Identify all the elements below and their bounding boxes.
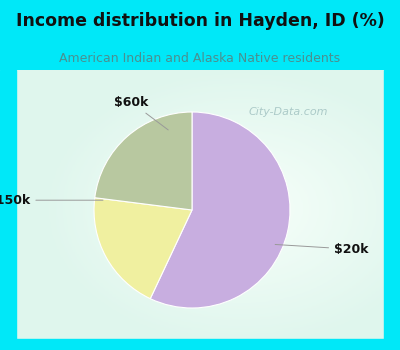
Wedge shape [150, 112, 290, 308]
Text: American Indian and Alaska Native residents: American Indian and Alaska Native reside… [60, 52, 340, 65]
Text: $20k: $20k [275, 243, 368, 256]
Wedge shape [95, 112, 192, 210]
Text: $150k: $150k [0, 194, 103, 207]
Bar [384, 70, 400, 350]
Bar [0, 70, 16, 350]
Wedge shape [94, 198, 192, 299]
Bar [0, 339, 400, 350]
Text: Income distribution in Hayden, ID (%): Income distribution in Hayden, ID (%) [16, 12, 384, 30]
Text: $60k: $60k [114, 96, 168, 130]
Text: City-Data.com: City-Data.com [248, 107, 328, 117]
